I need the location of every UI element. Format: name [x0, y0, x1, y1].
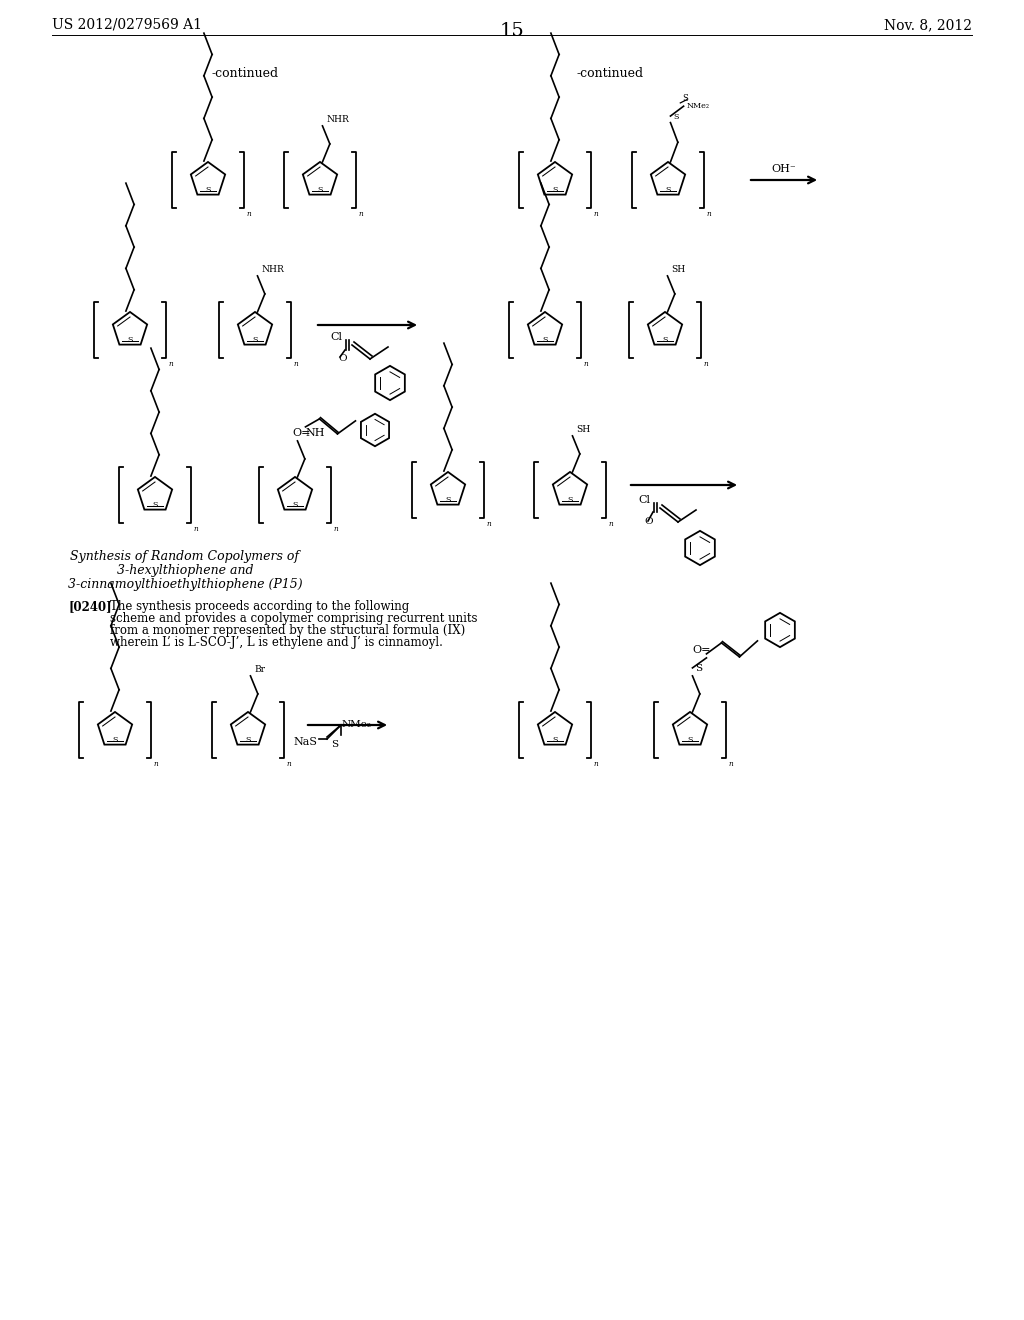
Text: -continued: -continued — [211, 67, 279, 81]
Text: 3-hexylthiophene and: 3-hexylthiophene and — [117, 564, 253, 577]
Text: US 2012/0279569 A1: US 2012/0279569 A1 — [52, 18, 202, 32]
Text: NMe₂: NMe₂ — [342, 719, 372, 729]
Text: n: n — [293, 360, 298, 368]
Text: n: n — [286, 760, 291, 768]
Text: SH: SH — [672, 265, 686, 273]
Text: n: n — [153, 760, 158, 768]
Text: NHR: NHR — [327, 115, 349, 124]
Text: NaS: NaS — [293, 737, 317, 747]
Text: Synthesis of Random Copolymers of: Synthesis of Random Copolymers of — [71, 550, 299, 564]
Text: n: n — [194, 525, 198, 533]
Text: O=: O= — [293, 428, 311, 438]
Text: wherein L’ is L-SCO-J’, L is ethylene and J’ is cinnamoyl.: wherein L’ is L-SCO-J’, L is ethylene an… — [110, 636, 442, 649]
Text: n: n — [486, 520, 490, 528]
Text: n: n — [583, 360, 588, 368]
Text: n: n — [358, 210, 362, 218]
Text: S: S — [445, 496, 451, 504]
Text: scheme and provides a copolymer comprising recurrent units: scheme and provides a copolymer comprisi… — [110, 612, 477, 624]
Text: -continued: -continued — [577, 67, 643, 81]
Text: n: n — [168, 360, 173, 368]
Text: n: n — [728, 760, 733, 768]
Text: S: S — [552, 186, 558, 194]
Text: S: S — [205, 186, 211, 194]
Text: O: O — [338, 354, 347, 363]
Text: n: n — [703, 360, 708, 368]
Text: S: S — [252, 335, 258, 345]
Text: S: S — [127, 335, 133, 345]
Text: NMe₂: NMe₂ — [687, 102, 710, 110]
Text: Cl: Cl — [330, 333, 342, 342]
Text: SH: SH — [577, 425, 591, 434]
Text: [0240]: [0240] — [68, 601, 112, 612]
Text: NH: NH — [305, 428, 325, 438]
Text: S: S — [695, 664, 702, 673]
Text: n: n — [333, 525, 338, 533]
Text: S: S — [331, 741, 338, 748]
Text: n: n — [593, 210, 598, 218]
Text: from a monomer represented by the structural formula (IX): from a monomer represented by the struct… — [110, 624, 465, 638]
Text: The synthesis proceeds according to the following: The synthesis proceeds according to the … — [110, 601, 410, 612]
Text: n: n — [707, 210, 711, 218]
Text: n: n — [593, 760, 598, 768]
Text: S: S — [317, 186, 323, 194]
Text: S: S — [552, 737, 558, 744]
Text: O: O — [644, 517, 652, 525]
Text: S: S — [666, 186, 671, 194]
Text: O=: O= — [692, 645, 711, 655]
Text: S: S — [543, 335, 548, 345]
Text: S: S — [153, 500, 158, 510]
Text: Br: Br — [254, 665, 265, 675]
Text: n: n — [608, 520, 612, 528]
Text: S: S — [682, 94, 688, 103]
Text: NHR: NHR — [261, 265, 285, 273]
Text: S: S — [687, 737, 693, 744]
Text: S: S — [113, 737, 118, 744]
Text: S: S — [292, 500, 298, 510]
Text: Nov. 8, 2012: Nov. 8, 2012 — [884, 18, 972, 32]
Text: 15: 15 — [500, 22, 524, 40]
Text: n: n — [246, 210, 251, 218]
Text: S: S — [663, 335, 668, 345]
Text: S: S — [674, 112, 679, 120]
Text: Cl: Cl — [638, 495, 650, 506]
Text: 3-cinnamoylthioethylthiophene (P15): 3-cinnamoylthioethylthiophene (P15) — [68, 578, 302, 591]
Text: OH⁻: OH⁻ — [772, 164, 797, 174]
Text: S: S — [567, 496, 572, 504]
Text: S: S — [246, 737, 251, 744]
